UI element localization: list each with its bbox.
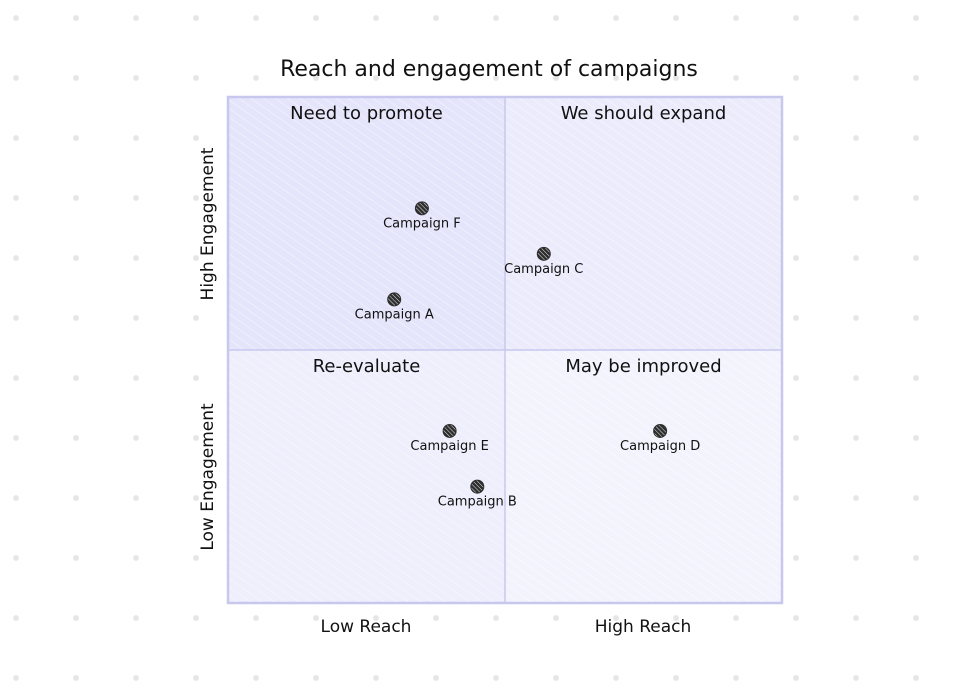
data-point-label: Campaign D — [620, 439, 700, 454]
data-point — [536, 246, 551, 261]
data-point — [387, 292, 402, 307]
quadrant-hatch-bottom-right — [505, 350, 782, 603]
x-axis-left-label: Low Reach — [321, 617, 412, 637]
y-axis-top-label: High Engagement — [198, 147, 218, 300]
data-point — [414, 201, 429, 216]
grid-layer — [226, 95, 784, 605]
quadrant-hatch-top-right — [505, 97, 782, 350]
data-point-label: Campaign F — [383, 216, 461, 231]
quadrant-label-bottom-left: Re-evaluate — [313, 356, 421, 377]
data-point-label: Campaign E — [410, 439, 488, 454]
data-point-label: Campaign C — [504, 262, 583, 277]
quadrant-hatch-bottom-left — [228, 350, 505, 603]
quadrant-layer — [228, 97, 782, 603]
y-axis-bottom-label: Low Engagement — [198, 403, 218, 551]
quadrant-label-top-right: We should expand — [561, 103, 727, 124]
chart-title: Reach and engagement of campaigns — [280, 57, 698, 82]
data-point-label: Campaign B — [438, 495, 517, 510]
quadrant-label-top-left: Need to promote — [290, 103, 443, 124]
points-layer: Campaign A Campaign B Campaign C Campaign D… — [355, 201, 700, 510]
chart-border — [226, 95, 784, 605]
data-point — [442, 423, 457, 438]
x-axis-right-label: High Reach — [595, 617, 692, 637]
quadrant-label-bottom-right: May be improved — [565, 356, 721, 377]
quadrant-hatch-top-left — [228, 97, 505, 350]
data-point — [470, 479, 485, 494]
quadrant-labels: Need to promote We should expand Re-evalua… — [290, 103, 726, 377]
data-point-label: Campaign A — [355, 307, 434, 322]
data-point — [653, 423, 668, 438]
